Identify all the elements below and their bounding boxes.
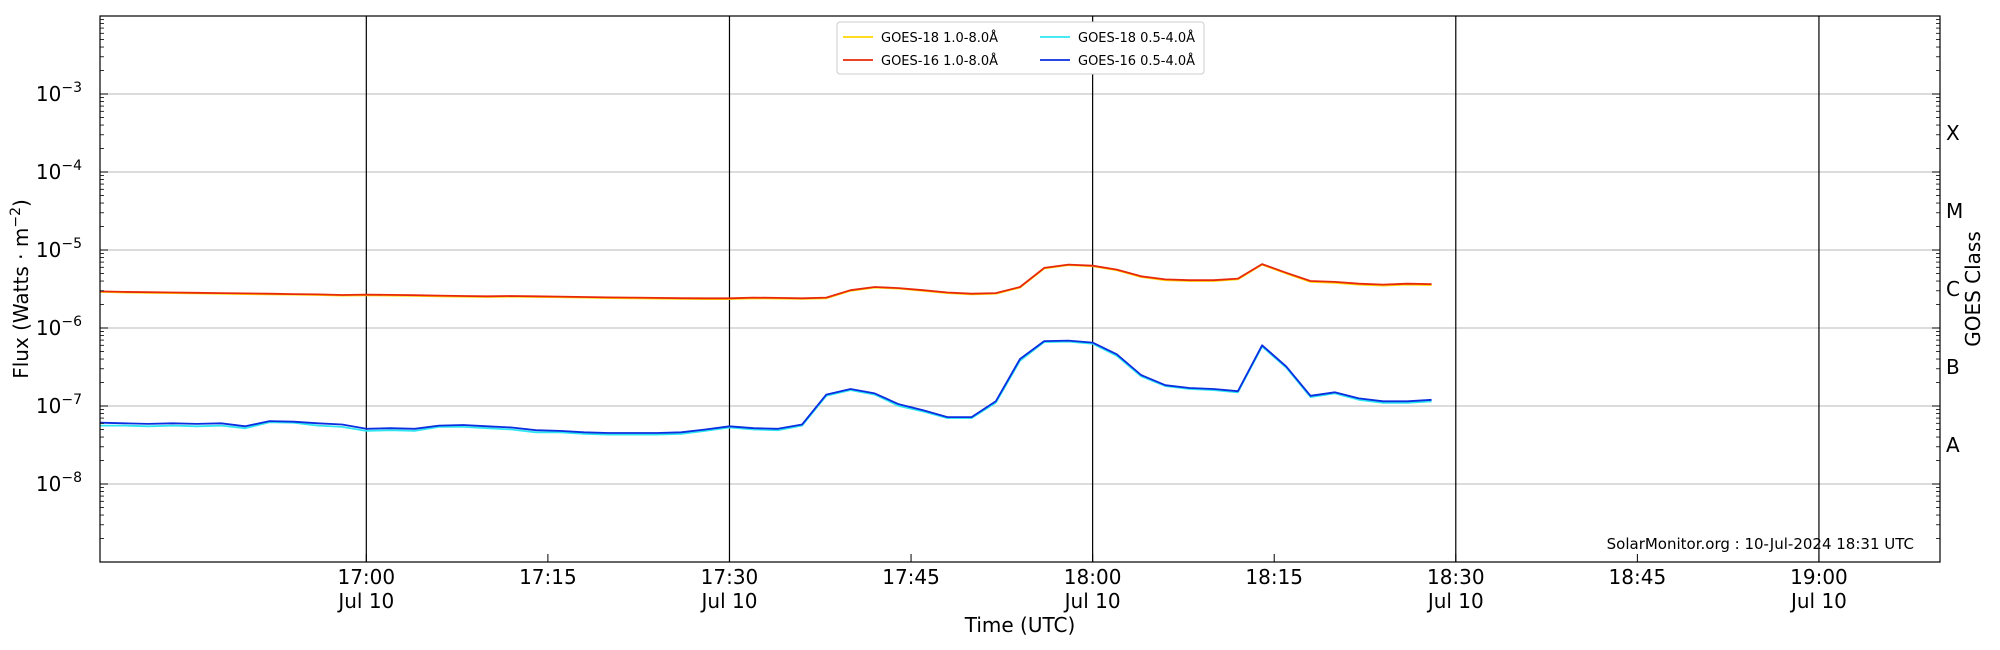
legend-label: GOES-16 1.0-8.0Å: [881, 53, 998, 69]
y-axis-ticks: 10−8 10−7 10−6 10−5 10−4 10−3: [36, 19, 1940, 539]
x-tick-label: 17:15: [519, 565, 577, 589]
goes-class-label: B: [1946, 355, 1960, 379]
x-tick-label: 18:00: [1064, 565, 1122, 589]
right-axis-label: GOES Class: [1961, 231, 1985, 347]
x-tick-label: 17:00: [337, 565, 395, 589]
watermark: SolarMonitor.org : 10-Jul-2024 18:31 UTC: [1607, 535, 1914, 553]
y-tick-label: 10−4: [36, 158, 82, 184]
time-divider-lines: [365, 16, 1820, 562]
legend: GOES-18 1.0-8.0Å GOES-16 1.0-8.0Å GOES-18 …: [836, 21, 1205, 75]
legend-label: GOES-18 0.5-4.0Å: [1078, 30, 1195, 46]
legend-label: GOES-16 0.5-4.0Å: [1078, 53, 1195, 69]
legend-box: [836, 21, 1205, 75]
y-tick-label: 10−6: [36, 314, 82, 340]
x-tick-label: 18:15: [1245, 565, 1303, 589]
grid: [100, 93, 1940, 485]
x-tick-date-label: Jul 10: [700, 589, 758, 613]
y-tick-label: 10−8: [36, 470, 82, 496]
x-tick-date-label: Jul 10: [1789, 589, 1847, 613]
series-line: [99, 263, 1432, 300]
goes-class-label: X: [1946, 121, 1960, 145]
x-tick-label: 18:30: [1427, 565, 1485, 589]
x-tick-label: 19:00: [1790, 565, 1848, 589]
y-tick-label: 10−7: [36, 392, 82, 418]
goes-class-labels: X M C B A: [1946, 121, 1963, 457]
goes-class-label: M: [1946, 199, 1963, 223]
legend-label: GOES-18 1.0-8.0Å: [881, 30, 998, 46]
x-tick-date-label: Jul 10: [1426, 589, 1484, 613]
goes-class-label: A: [1946, 433, 1960, 457]
series-line: [99, 339, 1432, 434]
goes-class-label: C: [1946, 277, 1960, 301]
y-axis-label: Flux (Watts · m−2): [8, 199, 33, 379]
y-tick-label: 10−5: [36, 236, 82, 262]
x-tick-date-label: Jul 10: [1063, 589, 1121, 613]
x-tick-label: 18:45: [1609, 565, 1667, 589]
series-line: [100, 340, 1432, 436]
x-tick-label: 17:45: [882, 565, 940, 589]
x-tick-label: 17:30: [701, 565, 759, 589]
x-tick-date-label: Jul 10: [336, 589, 394, 613]
plot-frame: [99, 15, 1941, 563]
series-lines: [99, 263, 1432, 436]
y-tick-label: 10−3: [36, 80, 82, 106]
x-axis-label: Time (UTC): [964, 613, 1076, 637]
